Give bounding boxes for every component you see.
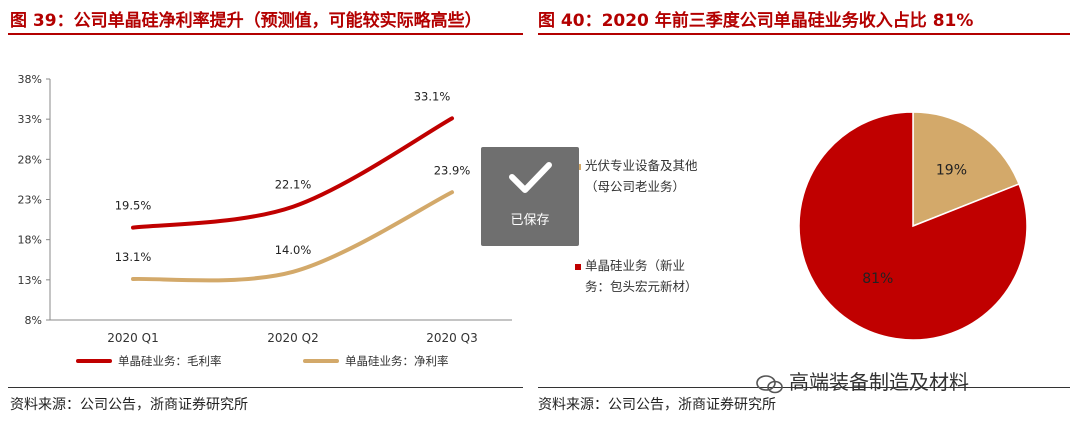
slice-label: 19%	[936, 162, 967, 178]
left-figure-panel: 图 39：公司单晶硅净利率提升（预测值，可能较实际略高些） 8% 13% 18% 23…	[0, 0, 530, 431]
legend-label: 务：包头宏元新材）	[585, 279, 698, 294]
data-label: 19.5%	[115, 199, 152, 213]
x-tick-label: 2020 Q3	[426, 331, 477, 345]
pie-slice	[798, 111, 1028, 341]
wechat-icon	[756, 374, 783, 393]
legend-swatch	[575, 264, 581, 270]
figure-40-title: 图 40：2020 年前三季度公司单晶硅业务收入占比 81%	[538, 11, 974, 31]
data-label: 14.0%	[275, 243, 312, 257]
slice-label: 81%	[862, 271, 893, 287]
y-tick-label: 18%	[18, 234, 42, 247]
left-source-note: 资料来源：公司公告，浙商证券研究所	[10, 397, 248, 413]
data-label: 13.1%	[115, 250, 152, 264]
legend-label: （母公司老业务）	[585, 179, 685, 194]
data-label: 23.9%	[434, 163, 471, 177]
title-rule	[538, 33, 1070, 35]
source-rule	[8, 387, 523, 388]
y-tick-label: 33%	[18, 113, 42, 126]
right-figure-panel: 图 40：2020 年前三季度公司单晶硅业务收入占比 81% 19% 81% 光伏专…	[538, 0, 1080, 431]
legend-label: 光伏专业设备及其他	[585, 158, 698, 173]
series-line	[131, 190, 454, 283]
y-tick-label: 8%	[25, 314, 42, 327]
series-line	[131, 116, 454, 230]
margin-line-chart: 8% 13% 18% 23% 28% 33% 38% 2020 Q1 2020 Q2 2020 Q…	[18, 73, 512, 368]
data-label: 33.1%	[414, 89, 451, 103]
x-tick-label: 2020 Q1	[107, 331, 158, 345]
source-rule	[538, 387, 1070, 388]
checkmark-icon	[509, 162, 552, 193]
title-rule	[8, 33, 523, 35]
saved-toast: 已保存	[481, 147, 579, 246]
legend-label: 单晶硅业务（新业	[585, 258, 685, 273]
saved-toast-label: 已保存	[510, 213, 550, 228]
pie-slice	[912, 111, 1020, 228]
y-tick-label: 38%	[18, 73, 42, 86]
watermark-text: 高端装备制造及材料	[789, 370, 969, 394]
y-tick-label: 28%	[18, 153, 42, 166]
data-label: 22.1%	[275, 178, 312, 192]
revenue-share-pie-chart: 19% 81% 光伏专业设备及其他 （母公司老业务） 单晶硅业务（新业务：包头宏元新材）	[575, 111, 1028, 341]
x-tick-label: 2020 Q2	[267, 331, 318, 345]
right-source-note: 资料来源：公司公告，浙商证券研究所	[538, 397, 776, 413]
y-tick-label: 13%	[18, 274, 42, 287]
y-tick-label: 23%	[18, 194, 42, 207]
legend-label: 单晶硅业务：净利率	[345, 354, 449, 368]
legend-label: 单晶硅业务：毛利率	[118, 354, 222, 368]
figure-39-title: 图 39：公司单晶硅净利率提升（预测值，可能较实际略高些）	[10, 11, 482, 31]
wechat-watermark: 高端装备制造及材料	[755, 366, 969, 395]
